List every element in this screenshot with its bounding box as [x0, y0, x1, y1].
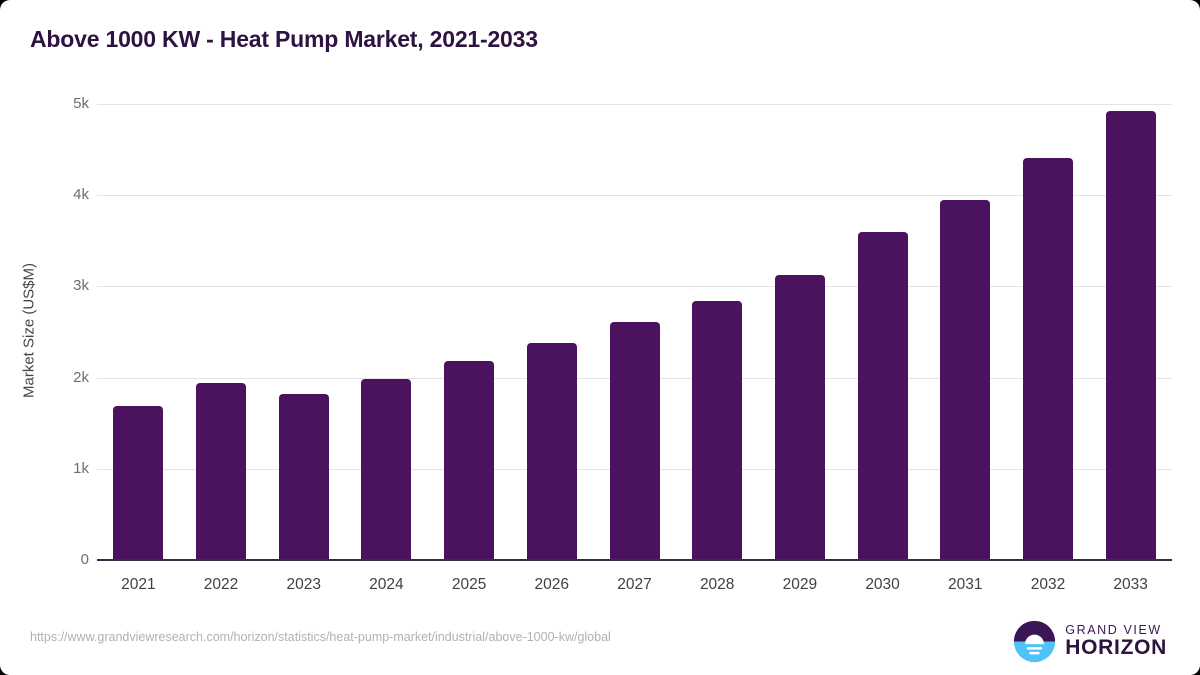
gridline	[97, 195, 1172, 197]
bar-2028[interactable]	[692, 301, 743, 560]
y-axis-tick-label: 4k	[73, 186, 89, 204]
x-axis-tick-label: 2022	[203, 576, 239, 593]
x-axis-tick-label: 2026	[534, 576, 570, 593]
gridline	[97, 286, 1172, 288]
x-axis-tick-label: 2031	[948, 576, 983, 593]
bars-group	[97, 104, 1172, 560]
bar-2024[interactable]	[361, 378, 412, 560]
brand-logo-text: GRAND VIEW HORIZON	[1065, 622, 1167, 660]
brand-logo[interactable]: GRAND VIEW HORIZON	[1013, 620, 1167, 663]
x-axis-tick-label: 2025	[451, 576, 487, 593]
x-axis-tick-label: 2024	[369, 576, 404, 593]
brand-logo-line1: GRAND VIEW	[1065, 622, 1162, 637]
sun-horizon-icon	[1014, 620, 1056, 663]
y-axis-tick-label: 1k	[73, 459, 89, 477]
y-axis-title: Market Size (US$M)	[20, 262, 38, 399]
x-axis-tick-label: 2027	[617, 576, 652, 593]
x-axis-tick-label: 2030	[865, 576, 900, 593]
plot-area: 0 1k 2k 3k 4k 5k 2021 2022 2023 2024 2025 2026 2027…	[73, 95, 1172, 593]
page-title: Above 1000 KW - Heat Pump Market, 2021-2…	[30, 26, 538, 52]
x-axis-tick-label: 2033	[1113, 576, 1148, 593]
bar-2030[interactable]	[857, 231, 908, 560]
bar-2032[interactable]	[1022, 157, 1073, 560]
y-axis-tick-label: 3k	[73, 277, 89, 295]
x-axis-tick-label: 2029	[782, 576, 818, 593]
x-axis-tick-label: 2032	[1030, 576, 1066, 593]
bar-2023[interactable]	[278, 394, 329, 560]
bar-2029[interactable]	[774, 274, 825, 560]
gridline	[97, 104, 1172, 105]
x-axis-tick-label: 2023	[286, 576, 321, 593]
y-axis-tick-label: 0	[80, 551, 89, 568]
bar-2026[interactable]	[526, 342, 577, 560]
bar-2027[interactable]	[609, 321, 660, 560]
brand-logo-line2: HORIZON	[1065, 636, 1167, 660]
bar-2025[interactable]	[444, 361, 495, 560]
bar-2033[interactable]	[1105, 111, 1156, 560]
bar-2022[interactable]	[196, 383, 247, 560]
x-axis-line	[97, 559, 1172, 561]
source-url[interactable]: https://www.grandviewresearch.com/horizo…	[30, 630, 611, 644]
bar-2031[interactable]	[940, 199, 991, 560]
x-axis-tick-label: 2028	[699, 576, 735, 593]
y-axis-tick-label: 5k	[73, 95, 89, 112]
bar-2021[interactable]	[113, 405, 164, 560]
x-axis-tick-label: 2021	[121, 576, 156, 593]
y-axis-tick-label: 2k	[73, 368, 89, 386]
plot-container: Market Size (US$M) 0 1k 2k 3k 4k 5k 2021 2022 2…	[20, 95, 1172, 593]
